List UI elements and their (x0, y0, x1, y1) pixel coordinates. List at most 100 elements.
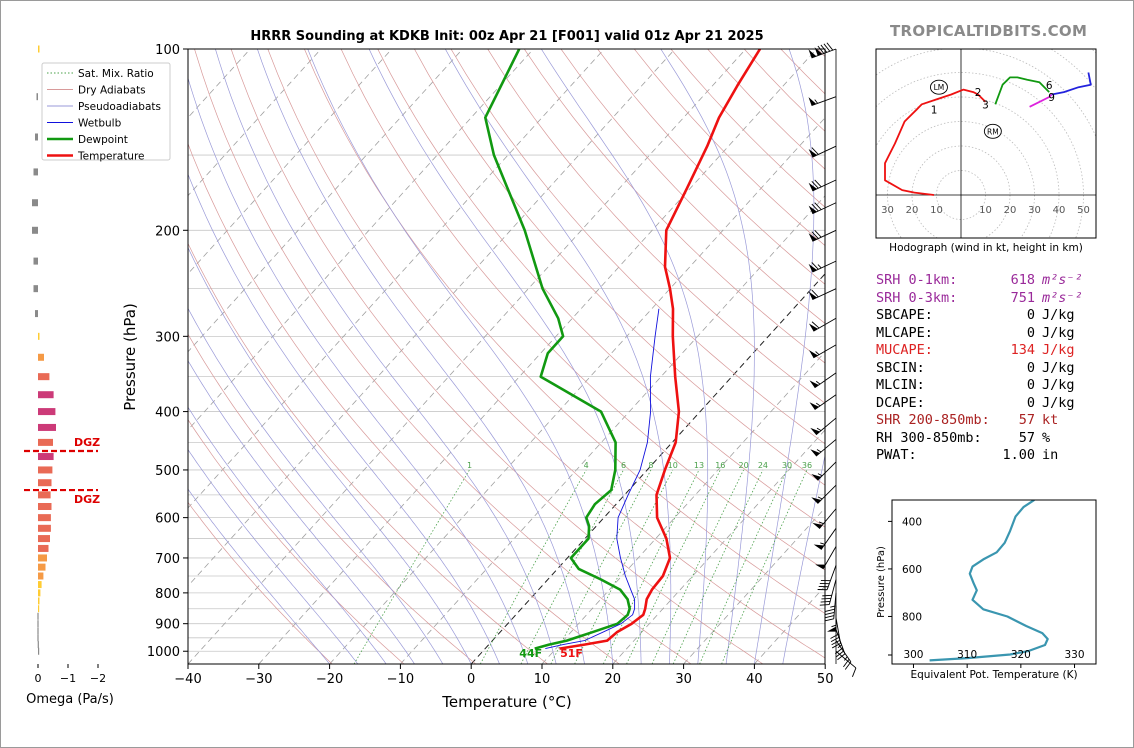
mixing-ratio-line (602, 469, 700, 664)
barb-flag (811, 147, 819, 155)
barb-half-flag (830, 605, 835, 608)
dry-adiabat-line (377, 49, 825, 528)
hodograph-tick-label: 50 (1077, 205, 1090, 216)
wind-barb (808, 229, 837, 242)
barb-half-flag (817, 264, 822, 269)
theta-e-x-label: Equivalent Pot. Temperature (K) (910, 669, 1077, 681)
barb-pennant (815, 564, 826, 570)
theta-e-y-tick-label: 400 (902, 516, 922, 528)
legend-entry-label: Pseudoadiabats (78, 101, 161, 113)
omega-bar (38, 453, 54, 461)
barb-flag (821, 597, 831, 600)
param-row: MUCAPE: 134 J/kg (876, 342, 1116, 360)
barb-flag (824, 615, 835, 619)
param-value: 1.00 (1002, 447, 1035, 463)
isotherm-line (188, 49, 534, 431)
skewt-x-axis-label: Temperature (°C) (441, 693, 571, 711)
y-tick-label: 800 (155, 587, 180, 602)
moist-adiabat-line (541, 49, 709, 664)
barb-flag (817, 45, 825, 54)
skewt-plot-frame (187, 48, 826, 665)
param-label: MLCAPE: (876, 324, 933, 341)
dry-adiabat-line (230, 49, 764, 664)
moist-adiabat-line (215, 49, 557, 664)
mixing-ratio-label: 4 (584, 461, 589, 470)
omega-bar (38, 535, 50, 543)
barb-half-flag (818, 521, 824, 525)
wind-barb (809, 372, 837, 389)
mixing-ratio-label: 13 (694, 461, 704, 470)
barb-flag (831, 643, 841, 649)
param-unit: J/kg (1042, 324, 1075, 341)
x-tick-label: 30 (675, 672, 692, 687)
omega-bar (38, 491, 51, 499)
omega-bar (35, 133, 38, 141)
barb-flag (822, 594, 832, 597)
wind-barb (808, 288, 837, 301)
barb-staff (826, 565, 837, 590)
hodograph-6-9km-segment (1029, 93, 1053, 108)
wind-barb (810, 417, 837, 436)
surface-temperature-label: 51F (560, 647, 583, 660)
moist-adiabat-line (188, 77, 529, 664)
param-value: 0 (1026, 324, 1035, 341)
chart-title: HRRR Sounding at KDKB Init: 00z Apr 21 [… (250, 29, 763, 44)
temperature-profile-line (559, 49, 762, 650)
wind-barb (810, 439, 837, 457)
y-tick-label: 400 (155, 406, 180, 421)
wetbulb-profile-line (545, 308, 660, 650)
omega-bar (38, 423, 56, 431)
x-tick-label: −40 (174, 672, 201, 687)
param-label: PWAT: (876, 447, 917, 463)
omega-bar (35, 310, 38, 318)
wind-barb (815, 546, 837, 570)
omega-bar (38, 563, 46, 571)
barb-half-flag (815, 380, 821, 385)
omega-bar (37, 627, 39, 635)
x-tick-label: 20 (605, 672, 622, 687)
moist-adiabat-line (754, 49, 815, 664)
wind-barb (817, 565, 837, 591)
hodograph-tick-label: 10 (979, 205, 992, 216)
surface-labels: 44F 51F (519, 647, 583, 660)
omega-profile: DGZ DGZ 0 −1 −2 (24, 45, 106, 685)
omega-bar (38, 466, 53, 474)
omega-bar (36, 93, 38, 101)
barb-flag (811, 321, 820, 329)
dry-adiabat-line (188, 142, 620, 664)
hodograph-tick-label: 40 (1053, 205, 1066, 216)
param-value: 0 (1026, 394, 1035, 411)
omega-bar (33, 168, 38, 176)
brand-label: TROPICALTIDBITS.COM (890, 22, 1088, 40)
mixing-ratio-line (651, 469, 744, 664)
theta-e-x-tick-label: 300 (903, 649, 923, 661)
param-value: 0 (1026, 377, 1035, 393)
skewt-series-layer (484, 49, 762, 650)
y-tick-label: 700 (155, 552, 180, 567)
dry-adiabat-line (188, 242, 548, 664)
y-tick-label: 900 (155, 618, 180, 633)
hodograph-3-6km-segment (994, 76, 1050, 105)
barb-pennant (809, 380, 819, 388)
mixing-ratio-line (479, 469, 587, 664)
barb-half-flag (815, 402, 821, 407)
mixing-ratio-line (353, 469, 470, 664)
dry-adiabat-line (188, 501, 333, 664)
legend-entry-label: Temperature (77, 151, 145, 163)
barb-half-flag (844, 656, 848, 661)
barb-staff (814, 394, 837, 410)
surface-dewpoint-label: 44F (519, 647, 542, 660)
barb-flag (820, 44, 828, 53)
wind-barbs (808, 42, 857, 677)
barb-flag (830, 636, 840, 643)
isotherm-line (258, 49, 817, 664)
mixing-ratio-line (672, 469, 764, 664)
mixing-ratio-label: 20 (738, 461, 748, 470)
param-unit: J/kg (1042, 342, 1075, 358)
barb-pennant (808, 205, 817, 214)
barb-flag (811, 231, 819, 239)
wind-barb (808, 179, 837, 192)
barb-flag (819, 604, 830, 606)
barb-flag (811, 203, 819, 212)
wind-barb (813, 528, 837, 550)
